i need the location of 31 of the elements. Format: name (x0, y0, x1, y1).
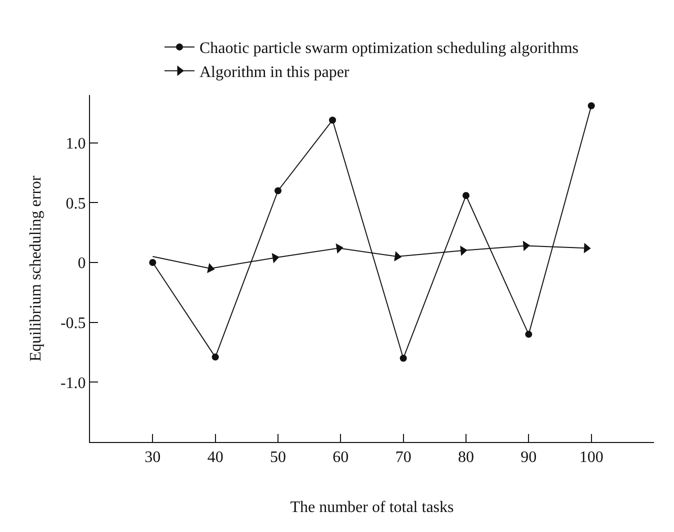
y-tick-label: 0.5 (66, 195, 86, 212)
y-tick-label: 0 (78, 255, 86, 272)
x-tick-label: 90 (520, 449, 537, 466)
y-axis-title: Equilibrium scheduling error (27, 174, 44, 362)
legend-label: Chaotic particle swarm optimization scheduling algorithms (200, 40, 579, 58)
x-tick-label: 80 (458, 449, 474, 466)
point (522, 240, 530, 252)
point (462, 192, 470, 200)
point (329, 116, 336, 124)
point (460, 246, 468, 256)
x-tick-label: 50 (270, 449, 286, 466)
point (274, 187, 282, 194)
x-tick-label: 70 (395, 449, 412, 466)
point (394, 251, 402, 262)
point (588, 102, 595, 110)
point (525, 330, 532, 338)
point (207, 262, 215, 274)
point (400, 354, 407, 362)
x-tick-label: 60 (332, 449, 349, 466)
x-tick-label: 30 (144, 449, 161, 466)
y-tick-label: -1.0 (60, 374, 86, 392)
legend-label: Algorithm in this paper (200, 64, 350, 81)
point (212, 354, 219, 361)
y-tick-label: 1.0 (66, 135, 86, 152)
x-axis-title: The number of total tasks (290, 498, 454, 516)
x-tick-label: 40 (207, 449, 224, 466)
point (336, 243, 344, 254)
x-tick-label: 100 (579, 449, 604, 466)
y-tick-label: -0.5 (60, 314, 86, 332)
point (272, 252, 280, 264)
point (149, 259, 156, 266)
